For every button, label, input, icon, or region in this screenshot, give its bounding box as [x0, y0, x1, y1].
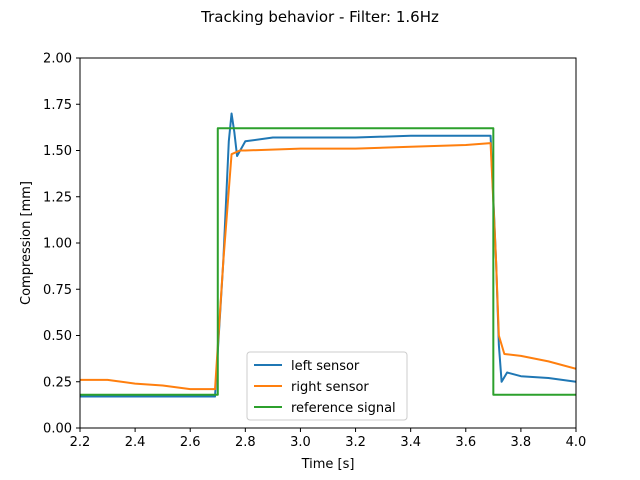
- series-line-right-sensor: [80, 142, 576, 391]
- x-tick-label: 2.8: [235, 435, 256, 450]
- x-tick-label: 3.0: [290, 435, 311, 450]
- series-line-reference-signal: [80, 127, 576, 396]
- y-tick-label: 0.00: [43, 422, 72, 437]
- y-tick-label: 1.00: [43, 237, 72, 252]
- legend-box: [246, 351, 408, 421]
- legend-label: left sensor: [291, 359, 360, 374]
- y-tick-label: 0.50: [43, 329, 72, 344]
- x-tick-label: 2.4: [125, 435, 146, 450]
- x-tick-label: 3.6: [455, 435, 476, 450]
- y-tick-label: 0.75: [43, 283, 72, 298]
- x-axis-label: Time [s]: [301, 457, 355, 472]
- y-tick-label: 2.00: [43, 52, 72, 67]
- legend-label: right sensor: [291, 380, 369, 395]
- y-tick-label: 1.50: [43, 144, 72, 159]
- series-line-left-sensor: [80, 112, 576, 398]
- y-tick-label: 1.25: [43, 190, 72, 205]
- x-tick-label: 3.8: [511, 435, 532, 450]
- x-tick-label: 2.2: [70, 435, 91, 450]
- y-axis-label: Compression [mm]: [19, 181, 34, 305]
- y-tick-label: 0.25: [43, 375, 72, 390]
- x-tick-label: 3.4: [400, 435, 421, 450]
- series-layer: [80, 112, 576, 398]
- x-tick-label: 4.0: [566, 435, 587, 450]
- x-tick-label: 3.2: [345, 435, 366, 450]
- y-tick-label: 1.75: [43, 98, 72, 113]
- x-tick-label: 2.6: [180, 435, 201, 450]
- chart-title: Tracking behavior - Filter: 1.6Hz: [200, 8, 439, 26]
- legend: left sensor right sensor reference signal: [246, 351, 408, 421]
- plot-frame: [79, 57, 577, 429]
- ticks-layer: 2.2 2.4 2.6 2.8 3.0 3.2 3.4 3.6 3.8 4.0 0.00 0.25 0.…: [43, 52, 586, 451]
- legend-label: reference signal: [291, 401, 396, 416]
